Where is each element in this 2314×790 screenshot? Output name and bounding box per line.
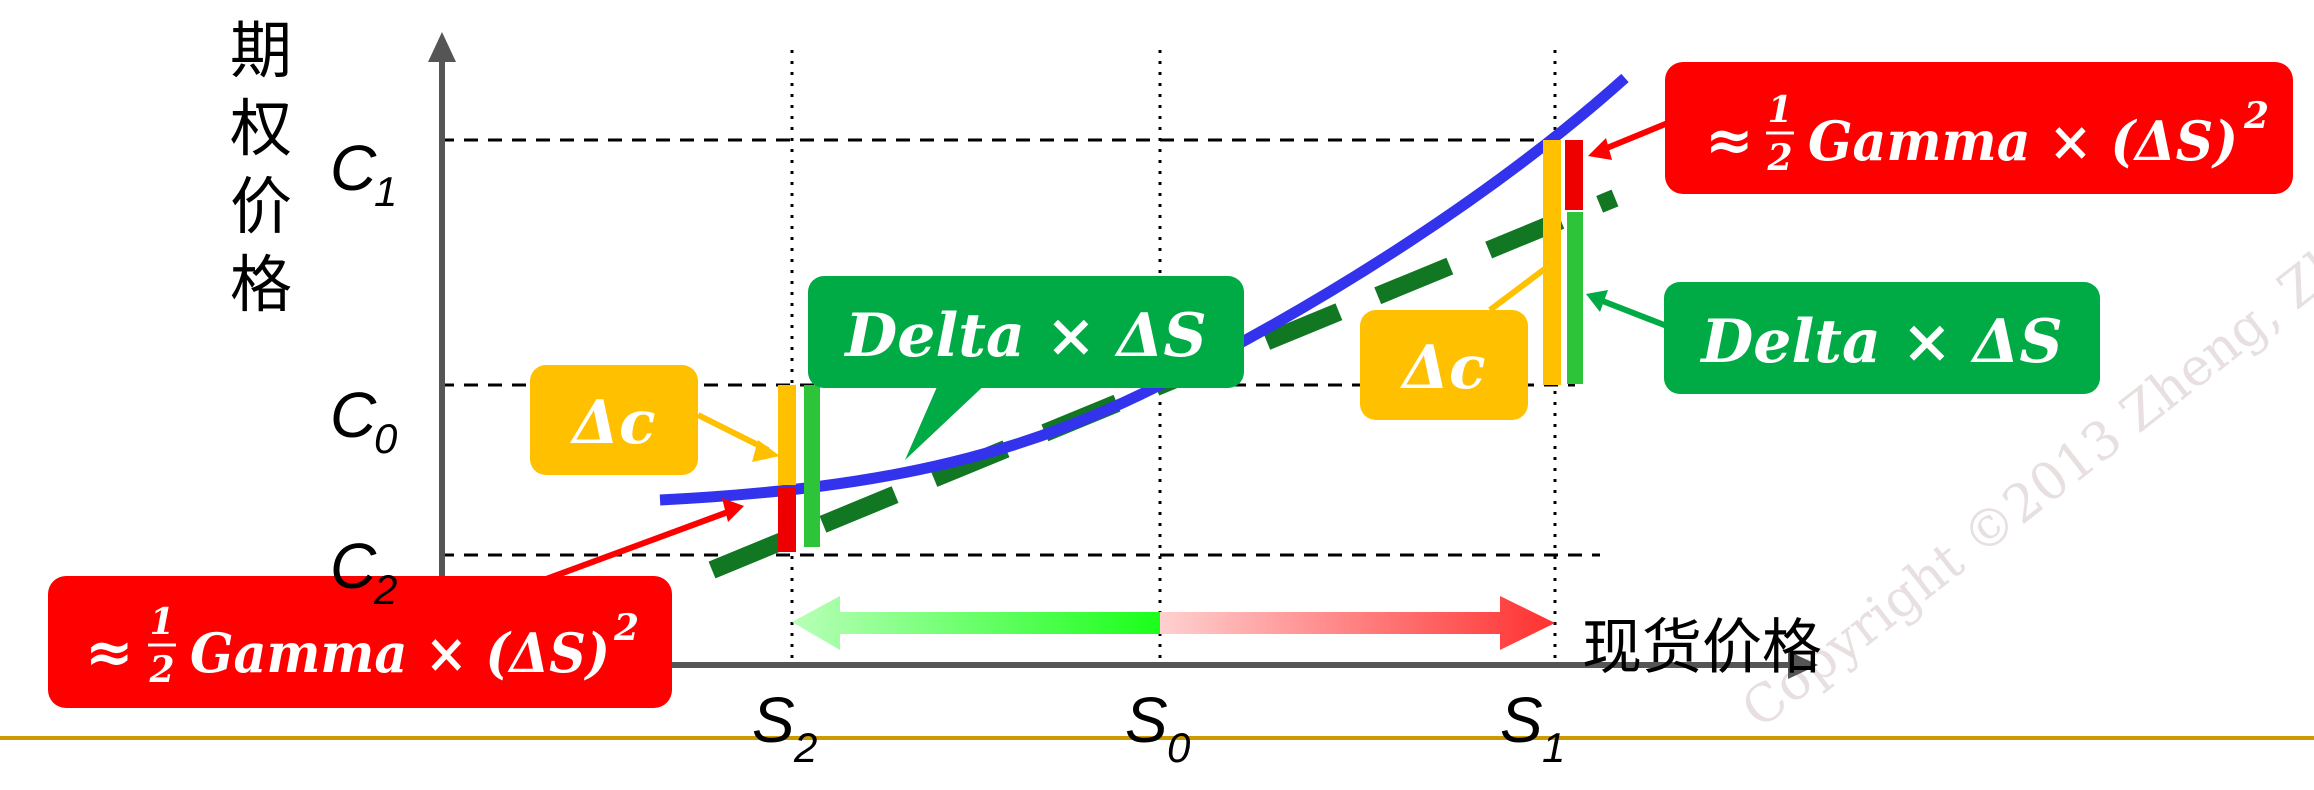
gamma-left-exp: 2 bbox=[613, 607, 639, 649]
x-tick-s0: S 0 bbox=[1125, 684, 1191, 771]
gamma-right-text: Gamma × (ΔS) bbox=[1808, 109, 2238, 173]
s1-dc-bar bbox=[1543, 140, 1561, 385]
s2-delta-bar bbox=[804, 385, 820, 547]
gamma-left-pointer bbox=[528, 509, 730, 588]
y-axis-label-char-1: 期 bbox=[230, 14, 292, 87]
dc-right-text: Δc bbox=[1399, 333, 1485, 403]
move-up-arrow bbox=[1160, 596, 1555, 650]
gamma-right-exp: 2 bbox=[2243, 95, 2269, 137]
y-tick-c1-sub: 1 bbox=[374, 168, 397, 215]
gamma-right-formula: ≈ 1 2 Gamma × (ΔS) 2 bbox=[1705, 89, 2269, 179]
x-tick-s0-main: S bbox=[1125, 684, 1168, 756]
gamma-left-num: 1 bbox=[149, 601, 174, 643]
delta-right-text: Delta × ΔS bbox=[1699, 307, 2063, 377]
x-tick-s2: S 2 bbox=[752, 684, 817, 771]
dc-left-callout bbox=[530, 365, 698, 475]
delta-left-pointer bbox=[905, 380, 990, 460]
y-tick-c0-sub: 0 bbox=[374, 415, 398, 462]
move-down-arrow bbox=[792, 596, 1160, 650]
gamma-left-callout bbox=[48, 576, 672, 708]
dc-right-callout bbox=[1360, 310, 1528, 420]
gamma-left-den: 2 bbox=[148, 649, 174, 691]
gamma-right-den: 2 bbox=[1766, 137, 1792, 179]
x-axis-label: 现货价格 bbox=[1582, 613, 1822, 683]
delta-right-callout bbox=[1664, 282, 2100, 394]
gamma-right-pointer-head bbox=[1588, 138, 1612, 160]
dc-left-pointer-head bbox=[752, 440, 780, 462]
gamma-right-num: 1 bbox=[1767, 89, 1792, 131]
delta-left-callout bbox=[808, 276, 1244, 388]
y-axis-label: 期 权 价 格 bbox=[230, 14, 292, 321]
y-tick-c2-main: C bbox=[330, 530, 377, 602]
gamma-right-approx: ≈ bbox=[1705, 106, 1754, 174]
x-tick-s1-main: S bbox=[1500, 684, 1543, 756]
delta-right-pointer bbox=[1598, 297, 1674, 331]
gamma-left-pointer-head bbox=[722, 498, 744, 522]
s2-gamma-bar bbox=[778, 487, 796, 552]
s2-dc-bar bbox=[778, 385, 796, 485]
y-tick-c2: C 2 bbox=[330, 530, 397, 613]
y-axis-arrowhead bbox=[428, 32, 456, 62]
gamma-left-formula: ≈ 1 2 Gamma × (ΔS) 2 bbox=[85, 601, 639, 691]
x-tick-s2-sub: 2 bbox=[793, 724, 817, 771]
y-tick-c0-main: C bbox=[330, 379, 377, 451]
gamma-right-callout bbox=[1665, 62, 2293, 194]
y-axis-label-char-4: 格 bbox=[230, 248, 292, 321]
dc-left-text: Δc bbox=[569, 388, 655, 458]
x-tick-s1: S 1 bbox=[1500, 684, 1565, 771]
x-tick-s2-main: S bbox=[752, 684, 795, 756]
s1-delta-bar bbox=[1567, 212, 1583, 384]
y-axis-label-char-3: 价 bbox=[230, 170, 292, 243]
dc-right-pointer bbox=[1488, 265, 1548, 313]
y-tick-c1-main: C bbox=[330, 132, 377, 204]
delta-right-pointer-head bbox=[1586, 290, 1608, 312]
x-tick-s1-sub: 1 bbox=[1542, 724, 1565, 771]
x-tick-s0-sub: 0 bbox=[1167, 724, 1191, 771]
gamma-left-approx: ≈ bbox=[85, 618, 134, 686]
delta-left-text: Delta × ΔS bbox=[843, 301, 1207, 371]
y-axis-label-char-2: 权 bbox=[230, 92, 292, 165]
y-tick-c2-sub: 2 bbox=[373, 566, 397, 613]
dc-left-pointer bbox=[696, 412, 770, 453]
y-tick-c0: C 0 bbox=[330, 379, 398, 462]
s1-gamma-bar bbox=[1565, 140, 1583, 210]
gamma-left-text: Gamma × (ΔS) bbox=[190, 621, 610, 685]
y-tick-c1: C 1 bbox=[330, 132, 397, 215]
x-axis-arrowhead bbox=[1788, 651, 1818, 679]
